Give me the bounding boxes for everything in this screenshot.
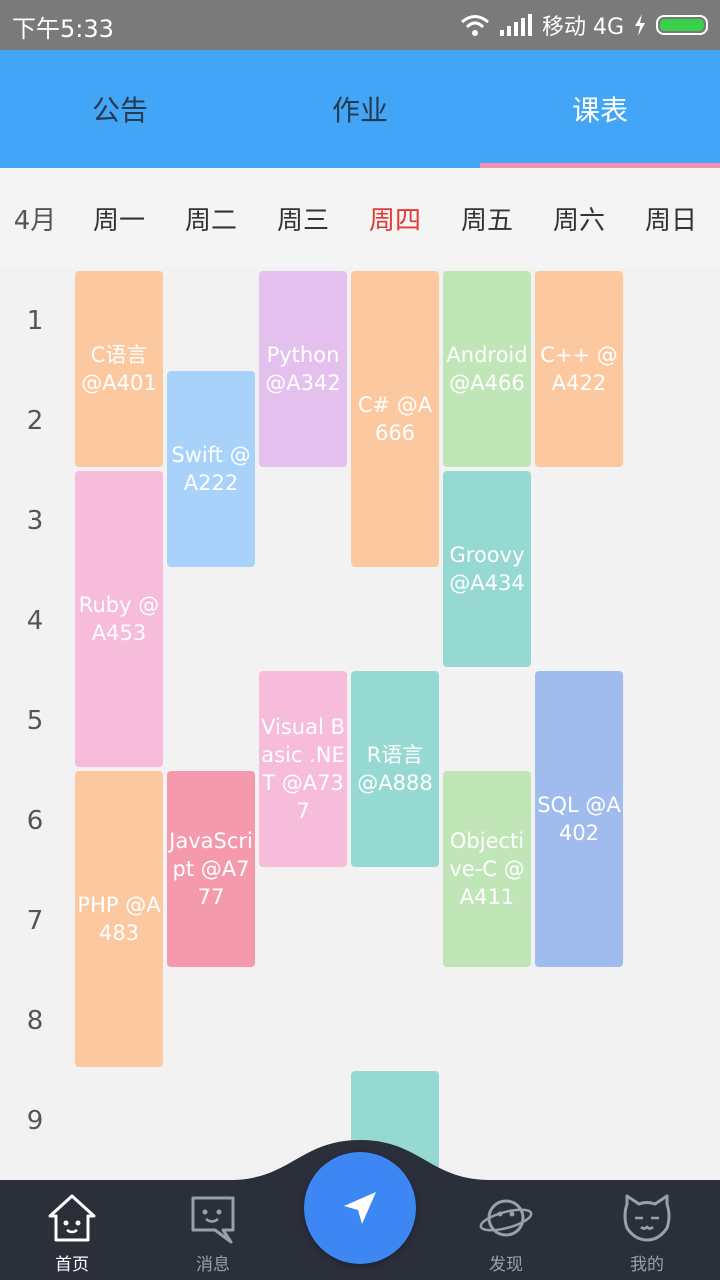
period-label: 2	[26, 406, 44, 436]
charging-icon	[635, 14, 645, 36]
battery-icon	[656, 15, 708, 35]
course-block[interactable]: Android @A466	[443, 271, 531, 467]
carrier-label: 移动 4G	[541, 15, 624, 40]
tab-homework[interactable]: 作业	[331, 94, 388, 127]
course-block[interactable]: Swift @A222	[167, 371, 255, 567]
day-thursday: 周四	[368, 205, 421, 236]
course-block[interactable]: Objective-C @A411	[443, 771, 531, 967]
week-header: 4月 周一 周二 周三 周四 周五 周六 周日	[0, 168, 720, 268]
course-block[interactable]: JavaScript @A777	[167, 771, 255, 967]
nav-profile[interactable]: 我的	[592, 1180, 702, 1280]
day-sunday: 周日	[644, 205, 697, 236]
nav-home[interactable]: 首页	[17, 1180, 127, 1280]
course-block[interactable]: R语言 @A888	[351, 671, 439, 867]
course-block[interactable]: Ruby @A453	[75, 471, 163, 767]
period-label: 6	[26, 806, 44, 836]
period-label: 9	[26, 1106, 44, 1136]
course-block[interactable]: Visual Basic .NET @A737	[259, 671, 347, 867]
tab-announcements[interactable]: 公告	[91, 94, 148, 127]
nav-discover[interactable]: 发现	[451, 1180, 561, 1280]
nav-messages[interactable]: 消息	[158, 1180, 268, 1280]
top-tab-bar: 公告 作业 课表	[0, 50, 720, 168]
period-label: 7	[26, 906, 44, 936]
period-label: 5	[26, 706, 44, 736]
course-block[interactable]: C# @A666	[351, 271, 439, 567]
period-label: 1	[26, 306, 44, 336]
planet-icon	[479, 1199, 533, 1237]
course-block[interactable]: PHP @A483	[75, 771, 163, 1067]
wifi-icon	[460, 15, 489, 36]
tab-indicator	[480, 163, 720, 168]
nav-discover-label: 发现	[489, 1255, 523, 1275]
day-monday: 周一	[92, 205, 145, 236]
day-friday: 周五	[460, 205, 513, 236]
status-bar: 下午5:33 移动 4G	[0, 0, 720, 50]
cat-face-icon	[623, 1194, 671, 1242]
period-label: 8	[26, 1006, 44, 1036]
nav-profile-label: 我的	[630, 1255, 664, 1275]
course-block[interactable]: C++ @A422	[535, 271, 623, 467]
nav-messages-label: 消息	[196, 1255, 230, 1275]
month-label: 4月	[13, 205, 57, 236]
signal-icon	[499, 14, 532, 36]
timetable-grid[interactable]: 1 2 3 4 5 6 7 8 9 C语言 @A401 Ruby @A453 PHP…	[0, 268, 720, 1180]
day-saturday: 周六	[552, 205, 605, 236]
center-action-button[interactable]	[304, 1152, 416, 1264]
send-arrow-icon	[344, 1192, 376, 1224]
course-block[interactable]: Python @A342	[259, 271, 347, 467]
nav-home-label: 首页	[55, 1255, 89, 1275]
tab-timetable[interactable]: 课表	[571, 94, 628, 127]
day-tuesday: 周二	[184, 205, 237, 236]
day-wednesday: 周三	[276, 205, 329, 236]
period-label: 3	[26, 506, 44, 536]
course-block[interactable]: C语言 @A401	[75, 271, 163, 467]
home-face-icon	[48, 1194, 96, 1242]
course-block[interactable]: Groovy @A434	[443, 471, 531, 667]
period-label: 4	[26, 606, 44, 636]
course-block[interactable]: SQL @A402	[535, 671, 623, 967]
chat-face-icon	[191, 1196, 235, 1244]
status-time: 下午5:33	[12, 15, 114, 43]
